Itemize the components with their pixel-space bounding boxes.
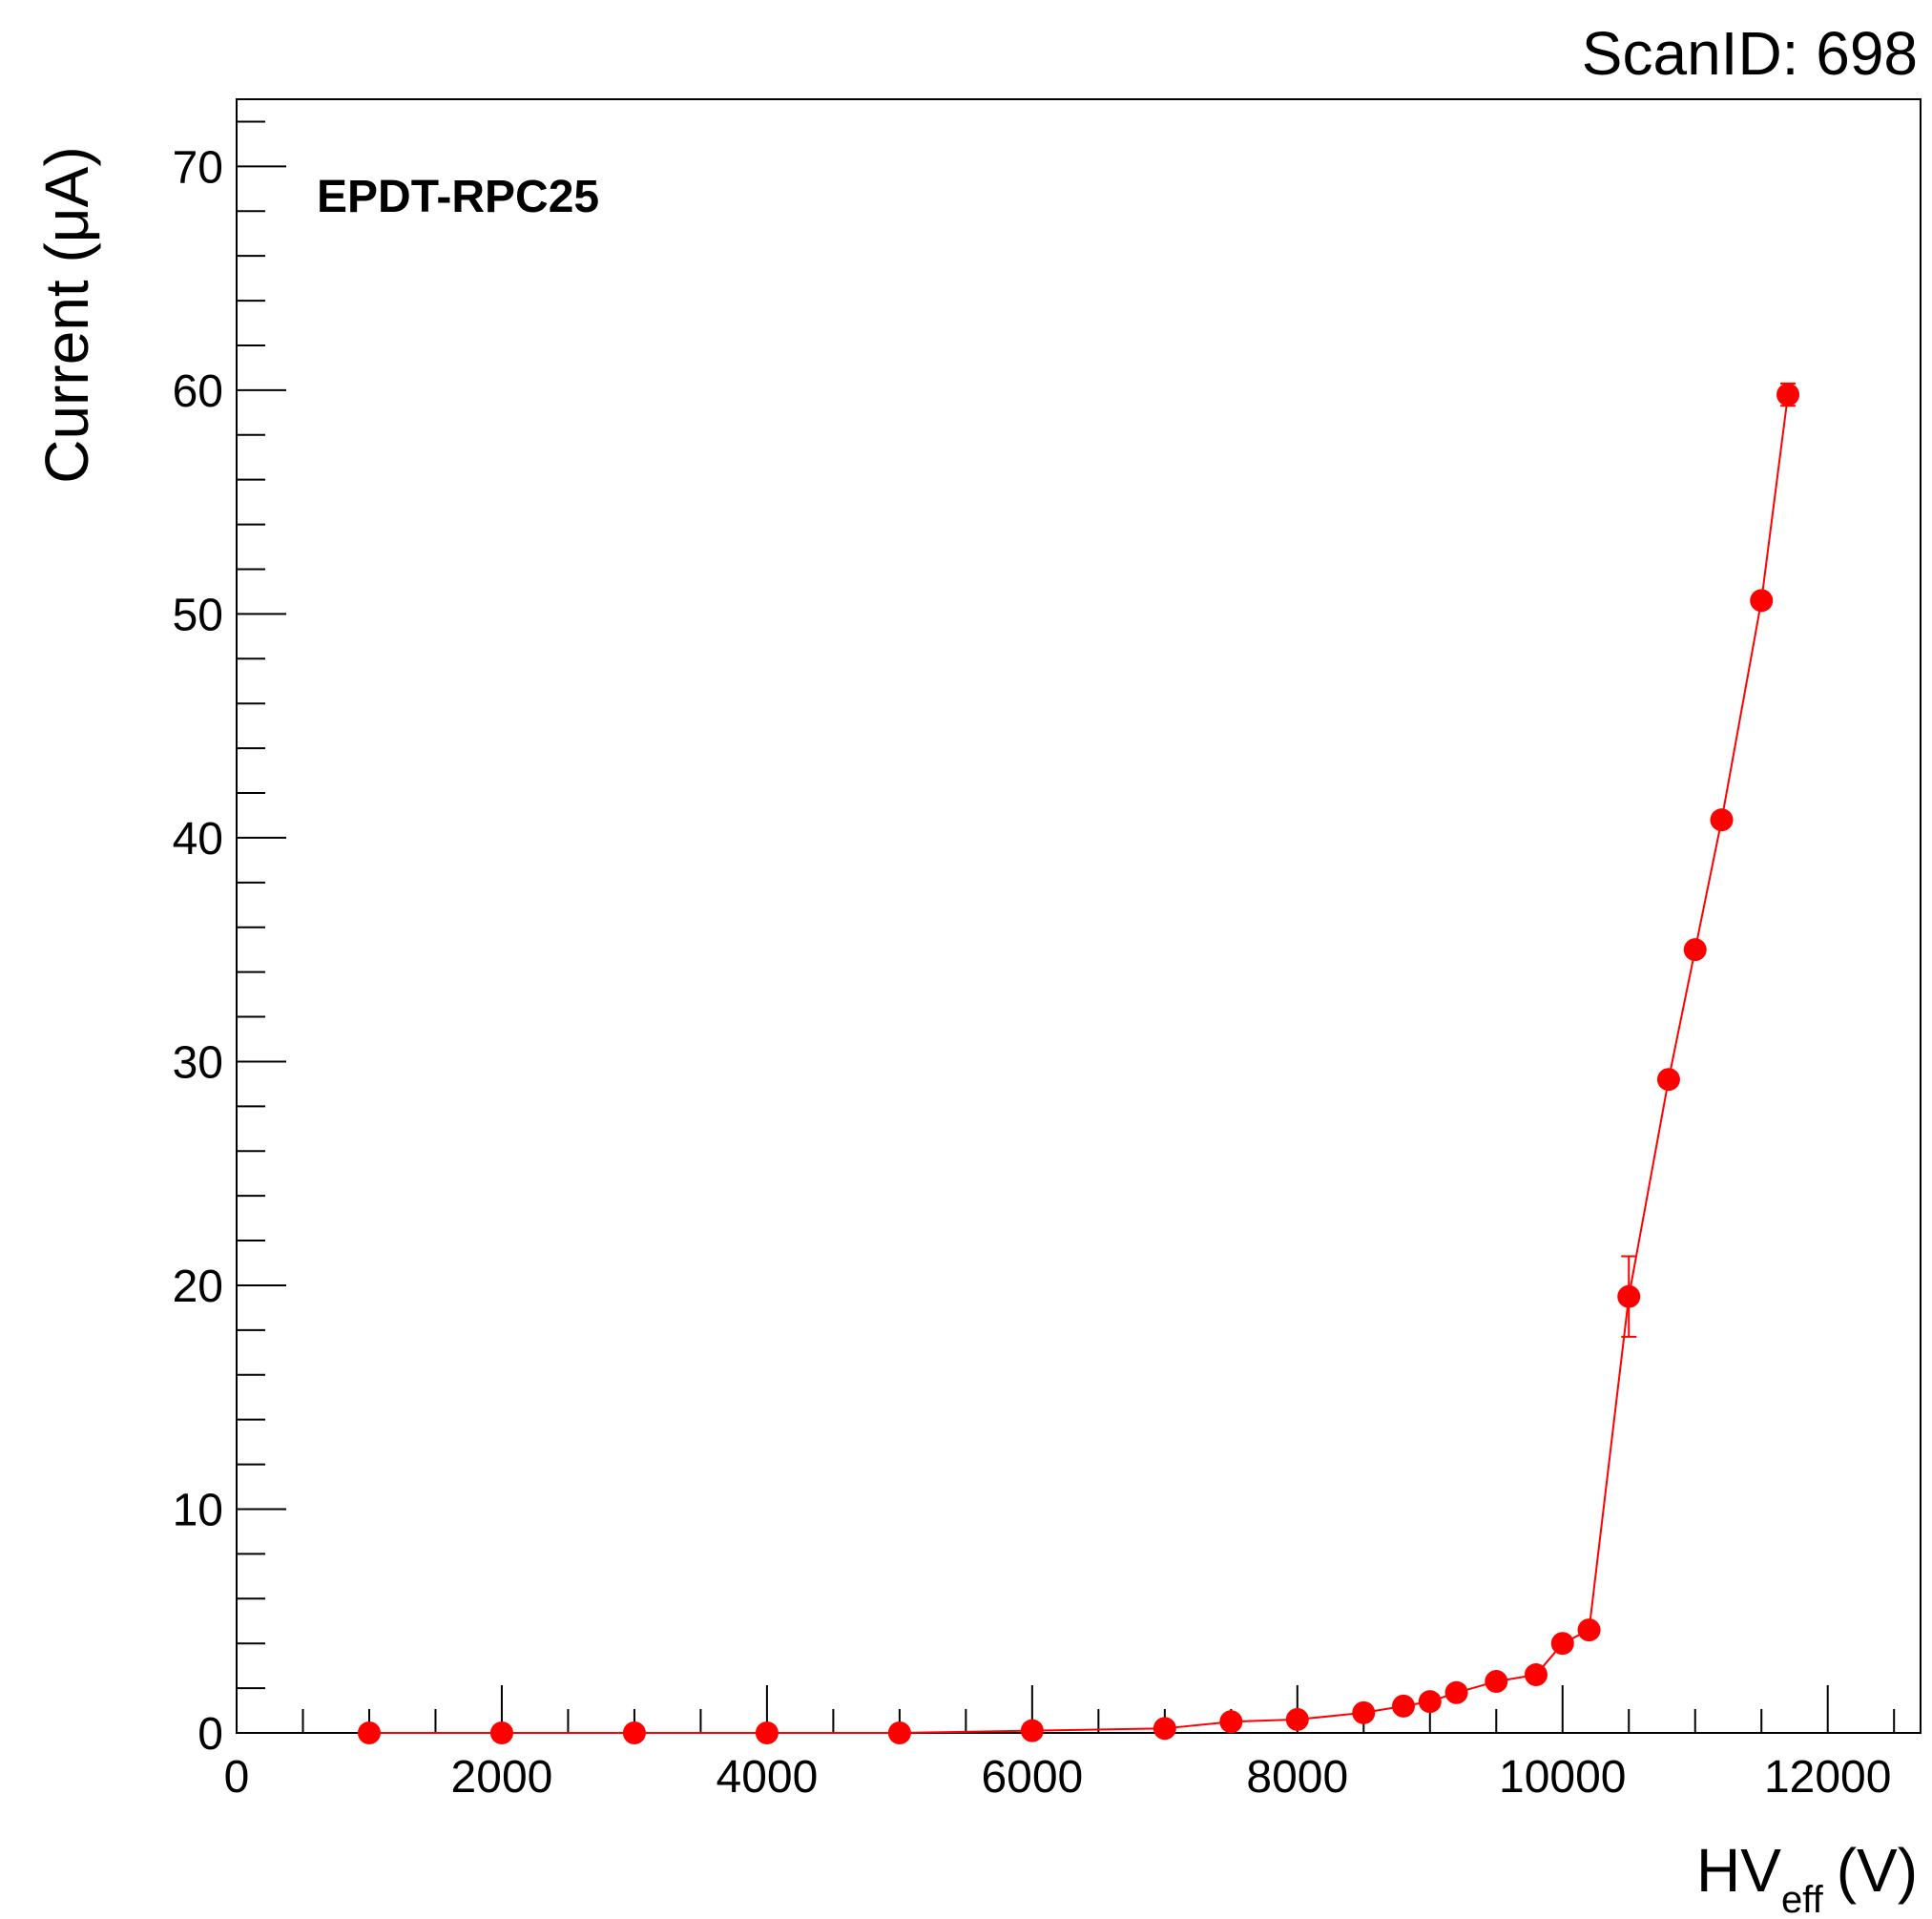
data-point xyxy=(1683,938,1707,962)
y-axis-label: Current (μA) xyxy=(32,146,101,483)
x-axis-label-main: HV xyxy=(1696,1836,1781,1905)
data-point xyxy=(1656,1068,1680,1092)
series-layer xyxy=(357,382,1800,1744)
x-axis-label-sub: eff xyxy=(1781,1879,1824,1919)
data-point xyxy=(1391,1694,1415,1718)
data-point xyxy=(887,1721,911,1744)
y-tick-label: 60 xyxy=(173,366,223,417)
data-point xyxy=(1444,1680,1468,1704)
data-point xyxy=(622,1721,646,1744)
data-point xyxy=(1577,1618,1601,1642)
plot-frame xyxy=(236,98,1922,1734)
y-tick-label: 0 xyxy=(197,1709,223,1760)
x-tick-label: 0 xyxy=(224,1752,250,1803)
x-axis: 0 2000 4000 6000 8000 10000 12000 xyxy=(224,1685,1896,1803)
y-tick-label: 10 xyxy=(173,1485,223,1535)
y-axis: 0 10 20 30 40 50 60 70 xyxy=(173,120,286,1760)
data-point xyxy=(1352,1700,1376,1724)
data-point xyxy=(1776,383,1800,407)
x-tick-label: 10000 xyxy=(1499,1752,1626,1803)
data-point xyxy=(1617,1284,1641,1308)
data-point xyxy=(1153,1717,1176,1741)
data-point xyxy=(755,1721,779,1744)
y-tick-label: 20 xyxy=(173,1262,223,1312)
data-point xyxy=(1485,1670,1508,1694)
data-point xyxy=(1020,1719,1044,1742)
data-point xyxy=(1418,1690,1442,1714)
y-tick-label: 50 xyxy=(173,590,223,640)
x-axis-label: HVeff (V) xyxy=(1696,1836,1918,1919)
data-point xyxy=(1219,1710,1243,1734)
data-point xyxy=(489,1721,513,1744)
y-tick-label: 40 xyxy=(173,814,223,865)
data-point xyxy=(1285,1707,1309,1731)
data-point xyxy=(1750,589,1774,613)
x-tick-label: 6000 xyxy=(981,1752,1083,1803)
data-point xyxy=(1710,808,1734,832)
data-point xyxy=(1550,1632,1574,1656)
data-point xyxy=(1524,1663,1548,1687)
data-point xyxy=(357,1721,381,1744)
chamber-label: EPDT-RPC25 xyxy=(317,172,599,222)
x-tick-label: 2000 xyxy=(451,1752,553,1803)
x-tick-label: 8000 xyxy=(1246,1752,1348,1803)
x-tick-label: 12000 xyxy=(1764,1752,1891,1803)
scan-id-label: ScanID: 698 xyxy=(1582,19,1918,88)
x-axis-label-unit: (V) xyxy=(1837,1836,1918,1905)
y-tick-label: 30 xyxy=(173,1037,223,1088)
y-tick-label: 70 xyxy=(173,142,223,193)
x-tick-label: 4000 xyxy=(717,1752,819,1803)
